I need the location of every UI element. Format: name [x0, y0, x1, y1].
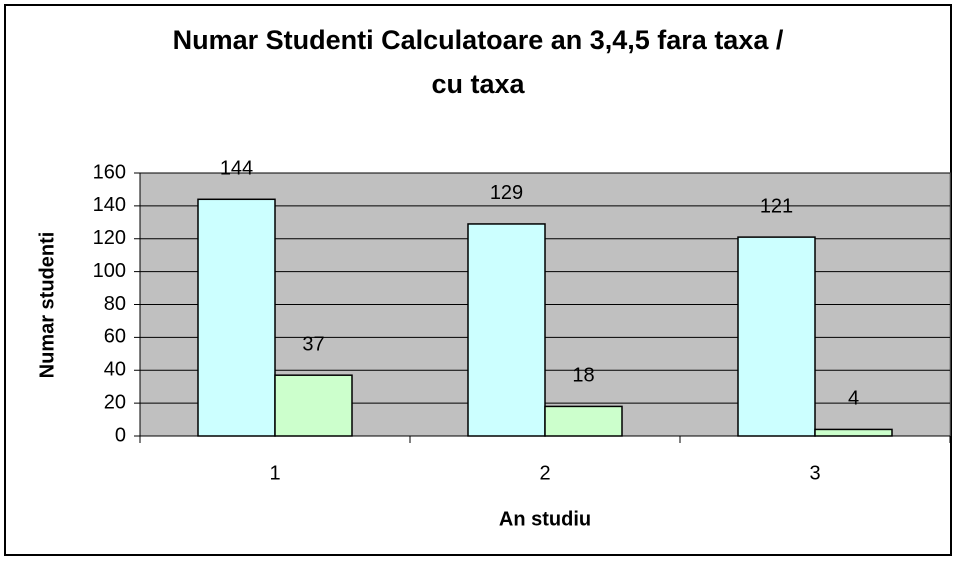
data-label: 129 — [490, 182, 523, 204]
y-tick-label: 120 — [93, 227, 126, 249]
x-axis-label: An studiu — [499, 508, 591, 530]
x-tick-label: 1 — [269, 462, 280, 484]
y-tick-label: 40 — [104, 359, 126, 381]
x-tick-label: 2 — [539, 462, 550, 484]
x-tick-label: 3 — [809, 462, 820, 484]
data-label: 37 — [302, 333, 324, 355]
bar — [467, 223, 546, 437]
y-tick-label: 160 — [93, 161, 126, 183]
y-tick-label: 0 — [115, 424, 126, 446]
chart-title: cu taxa — [431, 69, 525, 99]
bar — [197, 198, 276, 437]
y-tick-label: 20 — [104, 391, 126, 413]
bar — [544, 405, 623, 437]
bar — [814, 428, 893, 437]
data-label: 144 — [220, 158, 253, 180]
y-axis-label: Numar studenti — [36, 232, 58, 379]
data-label: 4 — [848, 388, 859, 410]
bar — [274, 374, 353, 437]
bar — [737, 236, 816, 437]
y-tick-label: 140 — [93, 194, 126, 216]
chart-title: Numar Studenti Calculatoare an 3,4,5 far… — [173, 25, 784, 55]
data-label: 121 — [760, 195, 793, 217]
y-tick-label: 80 — [104, 293, 126, 315]
data-label: 18 — [572, 365, 594, 387]
y-tick-label: 60 — [104, 326, 126, 348]
y-tick-label: 100 — [93, 260, 126, 282]
